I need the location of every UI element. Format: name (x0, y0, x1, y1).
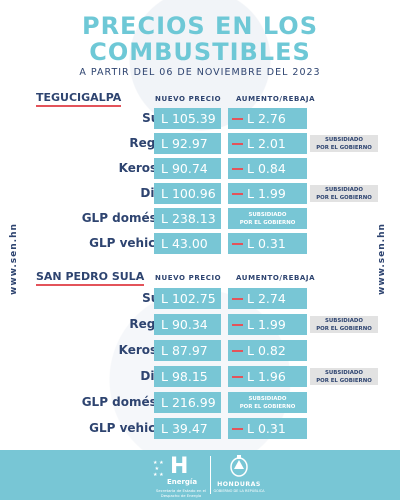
change-value: L 1.99 (247, 317, 286, 332)
subsidy-line-2: POR EL GOBIERNO (239, 404, 296, 410)
table-row: GLP doméstico L 216.99 SUBSIDIADO POR EL … (0, 392, 400, 414)
section-city-tegucigalpa: TEGUCIGALPA (36, 91, 122, 107)
table-row: GLP vehicular L 43.00 L 0.31 (0, 233, 400, 255)
change-value: L 0.31 (247, 421, 286, 436)
table-row: GLP vehicular L 39.47 L 0.31 (0, 418, 400, 440)
honduras-coat-of-arms-icon (230, 455, 248, 477)
red-dash-icon (232, 167, 243, 170)
subsidy-line-1: SUBSIDIADO (248, 212, 287, 218)
city-underline (36, 105, 122, 107)
change-value: L 0.82 (247, 343, 286, 358)
column-header-change: AUMENTO/REBAJA (236, 95, 316, 103)
red-dash-icon (232, 142, 243, 145)
price-cell: L 102.75 (154, 288, 221, 309)
red-dash-icon (232, 117, 243, 120)
city-label: TEGUCIGALPA (36, 91, 122, 104)
subsidy-line-2: POR EL GOBIERNO (316, 195, 372, 201)
price-cell: L 92.97 (154, 133, 221, 154)
change-cell-subsidized: SUBSIDIADO POR EL GOBIERNO (228, 208, 307, 229)
column-header-price: NUEVO PRECIO (155, 95, 222, 103)
subsidy-note: SUBSIDIADO POR EL GOBIERNO (310, 316, 378, 333)
price-cell: L 90.34 (154, 314, 221, 335)
change-value: L 1.96 (247, 369, 286, 384)
change-cell: L 2.76 (228, 108, 307, 129)
subsidy-line-2: POR EL GOBIERNO (316, 326, 372, 332)
footer-divider (210, 456, 211, 494)
change-cell: L 2.01 (228, 133, 307, 154)
footer-bar: ★ ★ ★ ★ ★ H Energía Secretaría de Estado … (0, 450, 400, 500)
change-cell: L 1.99 (228, 314, 307, 335)
subsidy-note: SUBSIDIADO POR EL GOBIERNO (310, 368, 378, 385)
price-cell: L 87.97 (154, 340, 221, 361)
title-line-1: PRECIOS EN LOS (81, 12, 318, 40)
change-value: L 0.31 (247, 236, 286, 251)
subsidy-line-2: POR EL GOBIERNO (239, 220, 296, 226)
table-row: Súper L 102.75 L 2.74 (0, 288, 400, 310)
price-cell: L 216.99 (154, 392, 221, 413)
change-cell: L 0.31 (228, 418, 307, 439)
change-value: L 0.84 (247, 161, 286, 176)
change-value: L 2.74 (247, 291, 286, 306)
subsidy-line-1: SUBSIDIADO (325, 187, 363, 193)
column-header-price: NUEVO PRECIO (155, 274, 222, 282)
price-cell: L 90.74 (154, 158, 221, 179)
change-cell: L 0.82 (228, 340, 307, 361)
red-dash-icon (232, 349, 243, 352)
price-cell: L 39.47 (154, 418, 221, 439)
energia-logo-letter: H (170, 454, 189, 479)
change-value: L 2.76 (247, 111, 286, 126)
red-dash-icon (232, 375, 243, 378)
subsidy-note: SUBSIDIADO POR EL GOBIERNO (310, 135, 378, 152)
price-cell: L 105.39 (154, 108, 221, 129)
change-cell: L 0.31 (228, 233, 307, 254)
table-row: Súper L 105.39 L 2.76 (0, 108, 400, 130)
energia-logo-subtitle: Secretaría de Estado en el Despacho de E… (155, 488, 207, 498)
table-row: Kerosene L 87.97 L 0.82 (0, 340, 400, 362)
subsidy-line-1: SUBSIDIADO (325, 370, 363, 376)
change-cell: L 1.96 (228, 366, 307, 387)
price-cell: L 238.13 (154, 208, 221, 229)
change-cell: L 1.99 (228, 183, 307, 204)
subsidy-line-2: POR EL GOBIERNO (316, 378, 372, 384)
subsidy-line-1: SUBSIDIADO (325, 137, 363, 143)
city-label: SAN PEDRO SULA (36, 270, 145, 283)
honduras-logo-name: HONDURAS (217, 481, 261, 488)
change-cell: L 2.74 (228, 288, 307, 309)
table-row: Kerosene L 90.74 L 0.84 (0, 158, 400, 180)
price-cell: L 98.15 (154, 366, 221, 387)
subsidy-line-1: SUBSIDIADO (325, 318, 363, 324)
change-value: L 2.01 (247, 136, 286, 151)
section-city-san-pedro-sula: SAN PEDRO SULA (36, 270, 145, 286)
table-row: GLP doméstico L 238.13 SUBSIDIADO POR EL … (0, 208, 400, 230)
price-cell: L 100.96 (154, 183, 221, 204)
column-header-change: AUMENTO/REBAJA (236, 274, 316, 282)
change-cell-subsidized: SUBSIDIADO POR EL GOBIERNO (228, 392, 307, 413)
city-underline (36, 284, 145, 286)
subsidy-line-2: POR EL GOBIERNO (316, 145, 372, 151)
honduras-logo-subtitle: GOBIERNO DE LA REPÚBLICA (213, 489, 265, 493)
change-value: L 1.99 (247, 186, 286, 201)
title-line-2: COMBUSTIBLES (89, 38, 311, 66)
energia-logo-name: Energía (166, 478, 198, 486)
red-dash-icon (232, 192, 243, 195)
subsidy-note: SUBSIDIADO POR EL GOBIERNO (310, 185, 378, 202)
red-dash-icon (232, 297, 243, 300)
red-dash-icon (232, 242, 243, 245)
five-stars-icon: ★ ★ ★ ★ ★ (153, 460, 164, 478)
change-cell: L 0.84 (228, 158, 307, 179)
price-cell: L 43.00 (154, 233, 221, 254)
subsidy-line-1: SUBSIDIADO (248, 396, 287, 402)
subtitle-date: A PARTIR DEL 06 DE NOVIEMBRE DEL 2023 (79, 67, 321, 78)
red-dash-icon (232, 323, 243, 326)
red-dash-icon (232, 427, 243, 430)
